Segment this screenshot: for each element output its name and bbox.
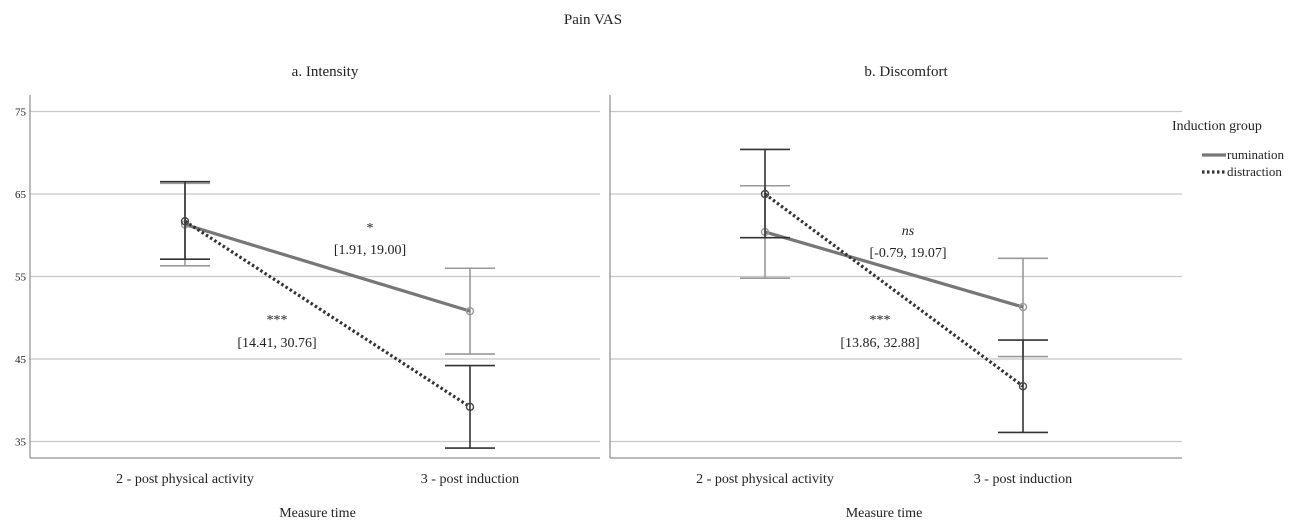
significance-label: ns bbox=[902, 224, 915, 239]
panel-title: a. Intensity bbox=[292, 64, 359, 80]
series-distraction-point bbox=[1018, 382, 1028, 391]
y-tick-label: 65 bbox=[15, 189, 27, 201]
panel-title: b. Discomfort bbox=[864, 64, 948, 80]
x-tick-label: 2 - post physical activity bbox=[116, 472, 254, 487]
y-tick-label: 55 bbox=[15, 272, 27, 284]
series-rumination-line bbox=[764, 230, 1024, 309]
x-axis-label: Measure time bbox=[846, 506, 923, 521]
series-distraction-point bbox=[465, 402, 475, 412]
figure-title: Pain VAS bbox=[564, 12, 622, 28]
legend-label-rumination: rumination bbox=[1227, 147, 1285, 162]
series-rumination-point bbox=[1018, 302, 1028, 312]
series-distraction-point bbox=[180, 217, 190, 226]
confidence-interval-label: [14.41, 30.76] bbox=[237, 336, 316, 351]
legend: Induction group rumination distraction bbox=[1172, 119, 1285, 179]
series-rumination-line bbox=[184, 222, 471, 313]
panel-intensity: a. Intensity 35 45 55 65 75 2 - post physical … bbox=[15, 64, 600, 521]
y-tick-label: 45 bbox=[15, 354, 27, 366]
legend-label-distraction: distraction bbox=[1227, 164, 1282, 179]
significance-label: *** bbox=[267, 313, 288, 328]
y-tick-label: 75 bbox=[15, 107, 27, 119]
confidence-interval-label: [1.91, 19.00] bbox=[334, 243, 406, 258]
confidence-interval-label: [13.86, 32.88] bbox=[840, 336, 919, 351]
significance-label: * bbox=[367, 221, 374, 236]
series-distraction-line bbox=[764, 192, 1024, 388]
x-tick-label: 2 - post physical activity bbox=[696, 472, 834, 487]
series-distraction-point bbox=[760, 189, 770, 199]
significance-label: *** bbox=[870, 313, 891, 328]
x-tick-label: 3 - post induction bbox=[421, 472, 519, 487]
y-tick-label: 35 bbox=[15, 437, 27, 449]
legend-title: Induction group bbox=[1172, 119, 1262, 134]
series-rumination-point bbox=[465, 306, 475, 316]
x-tick-label: 3 - post induction bbox=[974, 472, 1072, 487]
series-distraction-line bbox=[184, 219, 471, 409]
x-axis-label: Measure time bbox=[279, 506, 356, 521]
confidence-interval-label: [-0.79, 19.07] bbox=[870, 246, 947, 261]
panel-discomfort: b. Discomfort 2 - post physical activity 3… bbox=[609, 64, 1182, 521]
